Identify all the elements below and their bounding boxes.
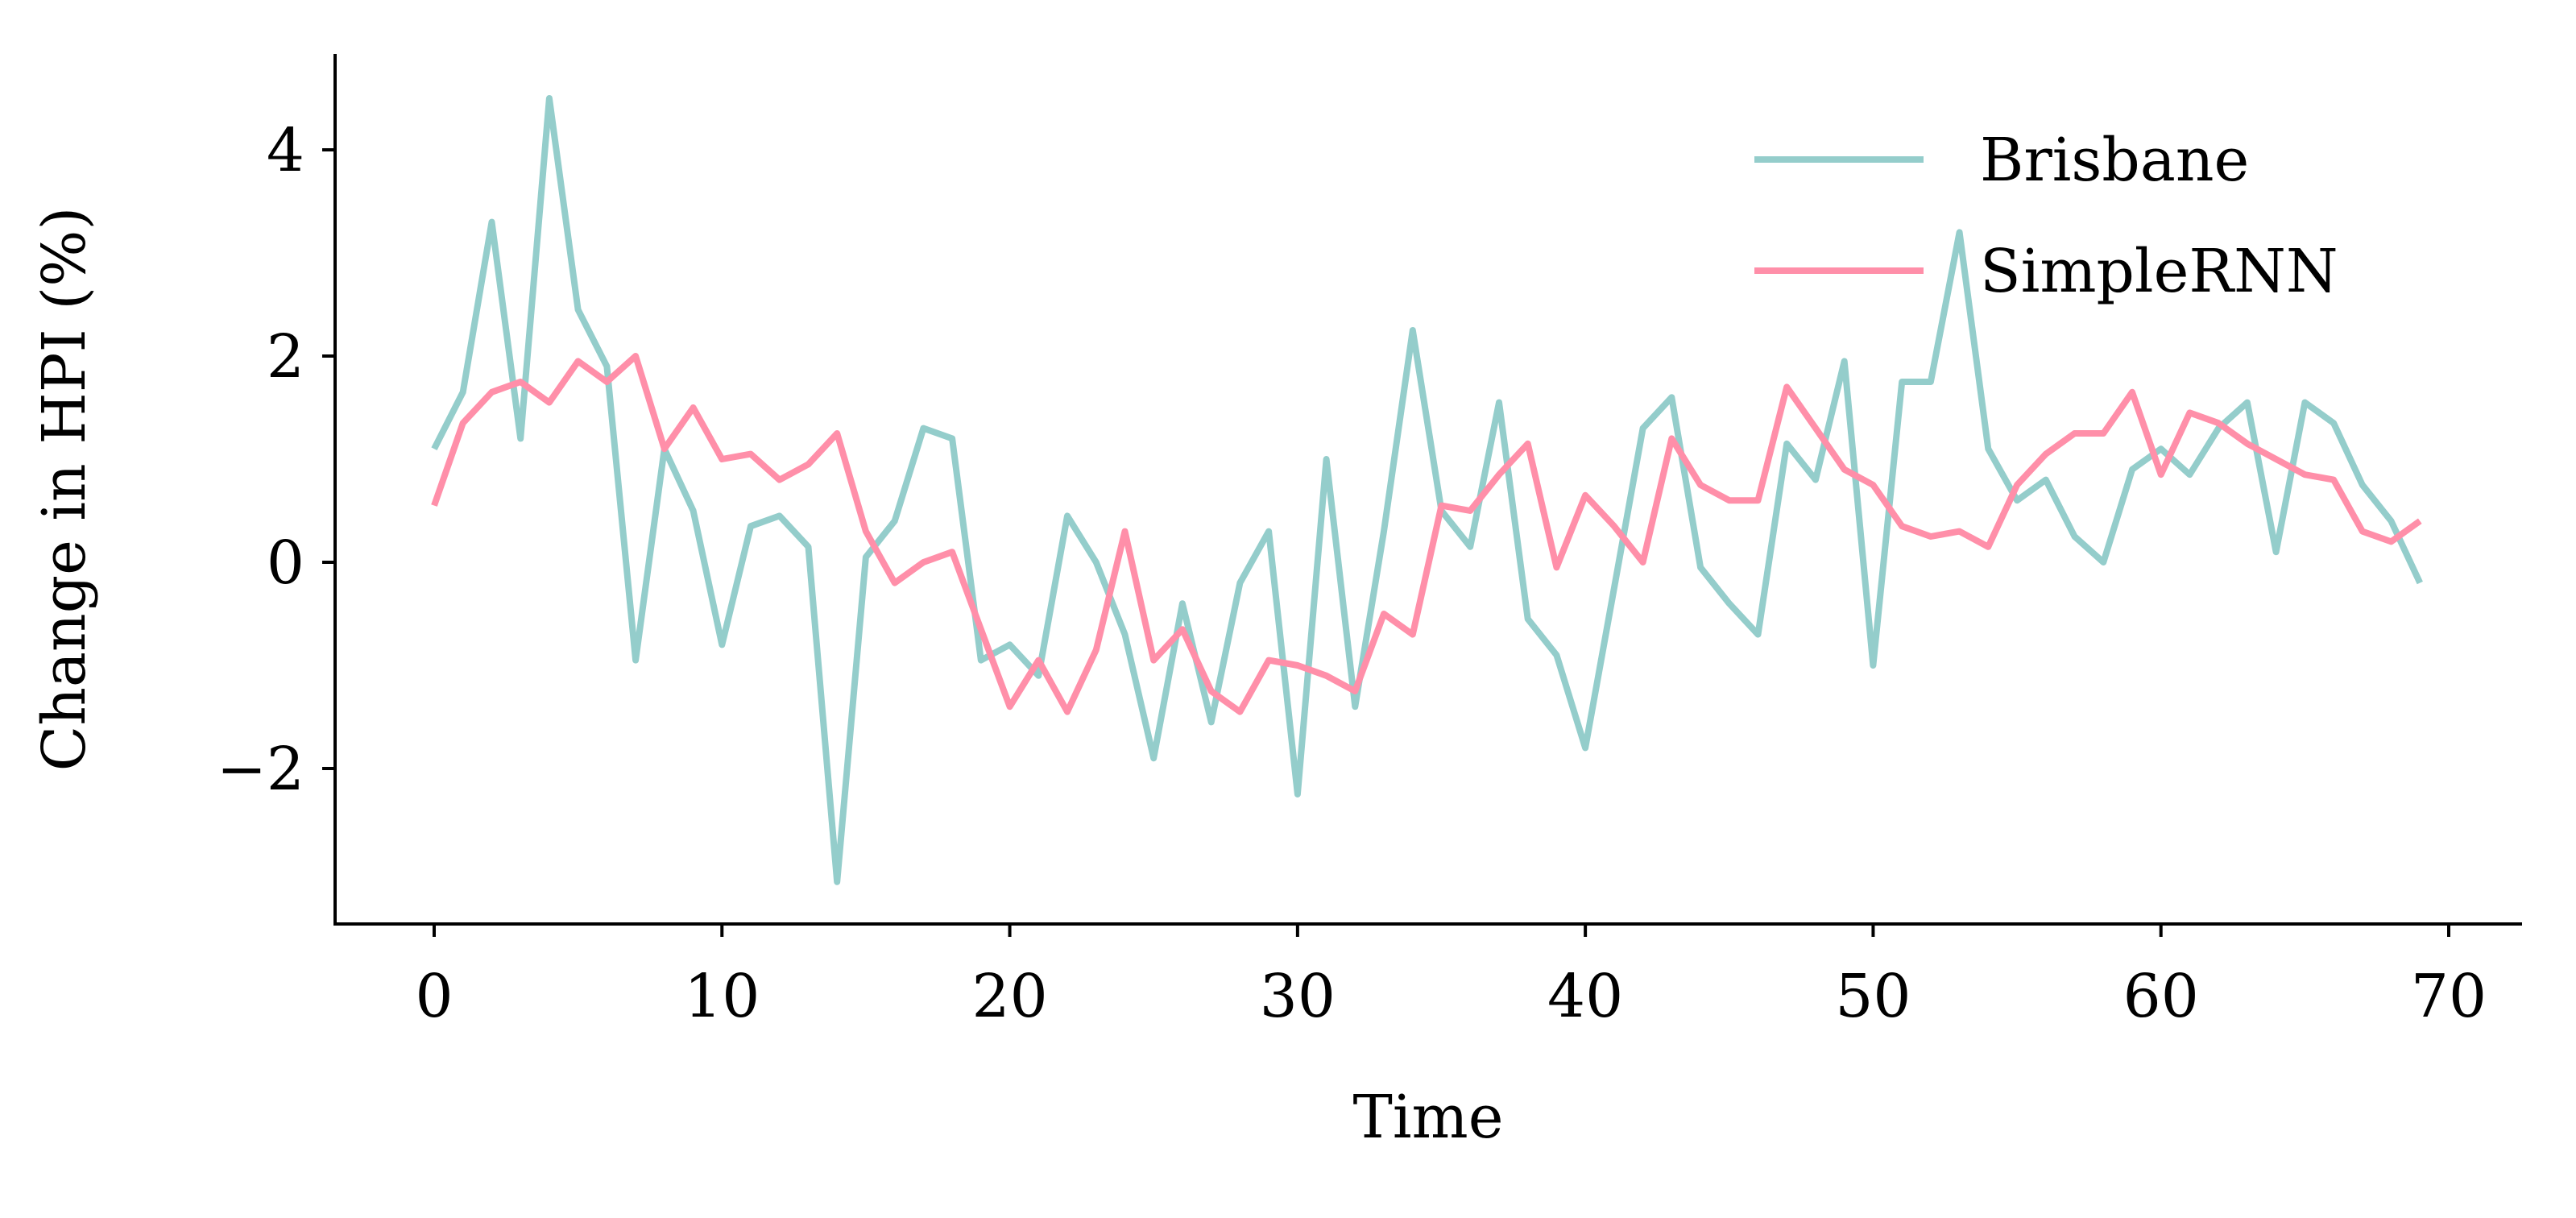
x-tick-label: 60 xyxy=(2123,962,2199,1031)
y-tick-label: 4 xyxy=(267,116,304,185)
series-layer xyxy=(431,95,2423,885)
x-tick-label: 70 xyxy=(2411,962,2487,1031)
y-tick-label: −2 xyxy=(217,735,304,804)
x-tick-label: 40 xyxy=(1547,962,1623,1031)
y-axis-ticks: −2 0 2 4 xyxy=(217,116,335,804)
x-tick-label: 0 xyxy=(415,962,453,1031)
series-line-simplernn xyxy=(431,353,2422,715)
x-axis-ticks: 0 10 20 30 40 50 60 70 xyxy=(415,924,2487,1031)
x-tick-label: 50 xyxy=(1835,962,1911,1031)
x-axis-label: Time xyxy=(1353,1083,1504,1152)
x-tick-label: 30 xyxy=(1260,962,1336,1031)
legend-label-brisbane: Brisbane xyxy=(1980,126,2249,195)
x-tick-label: 20 xyxy=(971,962,1047,1031)
legend: Brisbane SimpleRNN xyxy=(1754,126,2338,306)
y-tick-label: 2 xyxy=(267,322,304,392)
series-line-brisbane xyxy=(431,95,2423,885)
y-tick-label: 0 xyxy=(267,528,304,598)
legend-label-simplernn: SimpleRNN xyxy=(1980,237,2338,306)
x-tick-label: 10 xyxy=(684,962,760,1031)
y-axis-label: Change in HPI (%) xyxy=(30,207,99,772)
